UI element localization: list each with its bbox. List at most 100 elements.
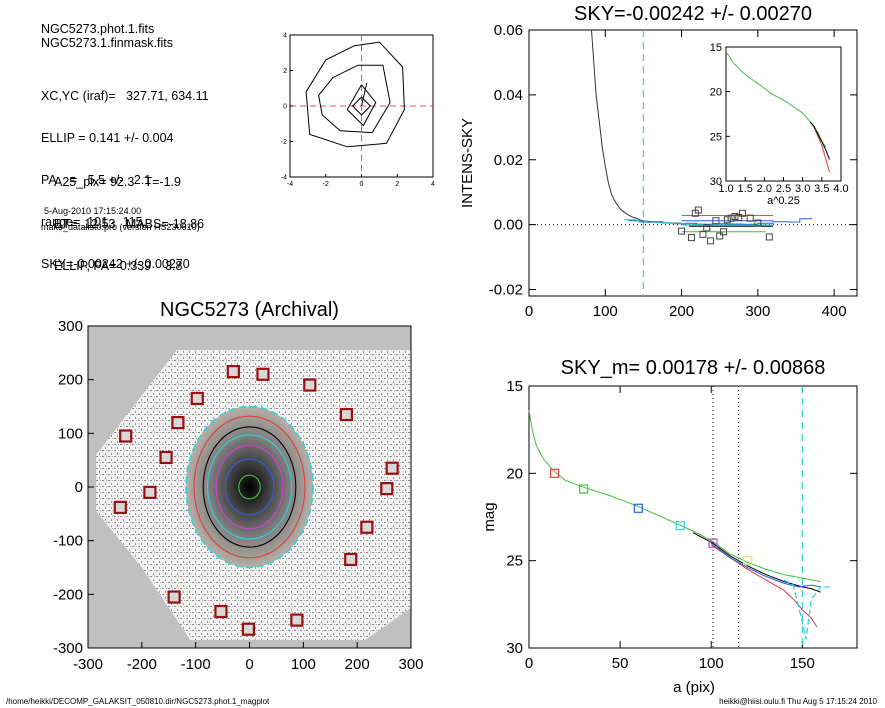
- header-line: range= 101.- 115.: [41, 215, 147, 229]
- y-tick-label: -2: [281, 139, 287, 146]
- header-line: ELLIP, PA= 0.339 3.8: [54, 259, 183, 273]
- inset-y-tick-label: 25: [710, 131, 722, 143]
- x-axis-label: a (pix): [673, 679, 715, 696]
- profile-series: [628, 217, 812, 225]
- header-line: BT= 12.53 MABS=-18.86: [54, 217, 205, 231]
- sky-sample-box: [678, 227, 686, 235]
- sky-box: [256, 367, 270, 381]
- y-tick-label: 0.06: [494, 22, 523, 39]
- profile-frame: [528, 29, 858, 297]
- inset-x-tick-label: 2.0: [757, 183, 772, 195]
- y-tick-label: -4: [281, 175, 287, 182]
- header-line: ELLIP = 0.141 +/- 0.004: [41, 131, 174, 145]
- sky-box: [241, 622, 256, 636]
- y-tick-label: 300: [58, 318, 83, 335]
- sky-sample-box: [746, 214, 754, 222]
- header-line: NGC5273.1.finmask.fits: [41, 36, 173, 50]
- radius-marker: [549, 468, 560, 478]
- isophote-contour: [351, 96, 372, 116]
- fit-params: XC,YC (iraf)= 327.71, 634.11 ELLIP = 0.1…: [41, 61, 209, 285]
- sky-box: [167, 590, 181, 604]
- y-tick-label: 0.04: [494, 87, 523, 104]
- header-line: XC,YC (iraf)= 327.71, 634.11: [41, 89, 209, 103]
- y-tick-label: 4: [283, 33, 287, 40]
- x-tick-label: 100: [291, 656, 316, 673]
- y-tick-label: 20: [506, 465, 523, 482]
- x-tick-label: -200: [127, 656, 157, 673]
- inset-y-tick-label: 20: [710, 87, 722, 99]
- sky-sample-box: [707, 237, 715, 245]
- inset-frame: [725, 46, 842, 182]
- sky-box: [143, 485, 157, 499]
- sky-sample-box: [727, 214, 735, 222]
- footer-user: heikki@hiisi.oulu.fi Thu Aug 5 17:15:24 …: [719, 697, 877, 706]
- x-tick-label: 400: [822, 303, 847, 320]
- y-axis-label: mag: [481, 502, 498, 531]
- sky-sample-box: [694, 206, 702, 214]
- isophote-ellipse: [202, 426, 297, 548]
- sky-sample-box: [703, 224, 711, 232]
- isophote-ellipse: [185, 405, 314, 569]
- x-tick-label: 4: [431, 181, 435, 188]
- header-line: A25_pix= 92.3 T=-1.9: [54, 175, 181, 189]
- sky-mag-curve: [783, 579, 830, 640]
- y-tick-label: 30: [506, 640, 523, 657]
- y-tick-label: -200: [53, 586, 83, 603]
- y-axis-label: INTENS-SKY: [459, 118, 476, 208]
- x-tick-label: 300: [745, 303, 770, 320]
- sky-box: [385, 461, 399, 475]
- radius-marker: [743, 556, 753, 566]
- sky-sample-box: [765, 233, 773, 241]
- x-tick-label: 2: [395, 181, 399, 188]
- isophote-contour: [318, 64, 391, 134]
- profile-series: [591, 29, 682, 224]
- inset-series: [809, 121, 830, 160]
- header-line: NGC5273.phot.1.fits: [41, 22, 155, 36]
- sky-box: [360, 520, 374, 534]
- sky-sample-box: [735, 213, 743, 221]
- mag-series: [710, 542, 821, 588]
- y-tick-label: 0: [283, 104, 287, 111]
- chart-title: SKY_m= 0.00178 +/- 0.00868: [561, 357, 826, 379]
- x-tick-label: 200: [669, 303, 694, 320]
- header-line: SKY=-0.00242 +/- 0.00270: [41, 257, 190, 271]
- y-tick-label: 0: [75, 479, 83, 496]
- header-line: PA = 5.5 +/- 2.1: [41, 173, 152, 187]
- sky-sample-box: [712, 217, 720, 225]
- sky-sample-box: [716, 232, 724, 240]
- isophote-contour: [305, 41, 405, 148]
- radius-marker: [708, 538, 718, 548]
- inset-x-tick-label: 3.0: [795, 183, 810, 195]
- inset-y-tick-label: 30: [710, 176, 722, 188]
- inset-x-tick-label: 1.5: [738, 183, 753, 195]
- program-name: make_datalist0.pro (version HS230610): [41, 222, 200, 232]
- sky-box: [290, 613, 304, 627]
- isophote-ellipse: [206, 434, 293, 540]
- sky-sample-box: [739, 209, 747, 217]
- x-tick-label: -4: [287, 181, 293, 188]
- sky-sample-box: [754, 219, 762, 227]
- y-tick-label: -0.02: [489, 282, 523, 299]
- x-tick-label: 0: [360, 181, 364, 188]
- x-tick-label: 200: [345, 656, 370, 673]
- x-tick-label: -2: [323, 181, 329, 188]
- inset-y-tick-label: 15: [710, 42, 722, 54]
- isophote-ellipse: [238, 474, 261, 500]
- y-tick-label: 15: [506, 378, 523, 395]
- inset-x-tick-label: 1.0: [718, 183, 733, 195]
- x-tick-label: 150: [790, 655, 815, 672]
- galaxy-body: [185, 406, 314, 568]
- sky-box: [344, 552, 358, 567]
- isophote-ellipse: [215, 444, 284, 530]
- chart-title: SKY=-0.00242 +/- 0.00270: [574, 3, 812, 25]
- date-stamp: 5-Aug-2010 17:15:24.00: [44, 206, 142, 216]
- x-tick-label: -100: [181, 656, 211, 673]
- radius-marker: [579, 484, 589, 494]
- sky-sample-box: [720, 228, 728, 236]
- y-tick-label: -100: [53, 533, 83, 550]
- footer-path: /home/heikki/DECOMP_GALAKSIT_050810.dir/…: [6, 697, 270, 706]
- sky-box: [303, 378, 317, 392]
- sky-box: [113, 500, 127, 514]
- x-tick-label: 300: [398, 656, 423, 673]
